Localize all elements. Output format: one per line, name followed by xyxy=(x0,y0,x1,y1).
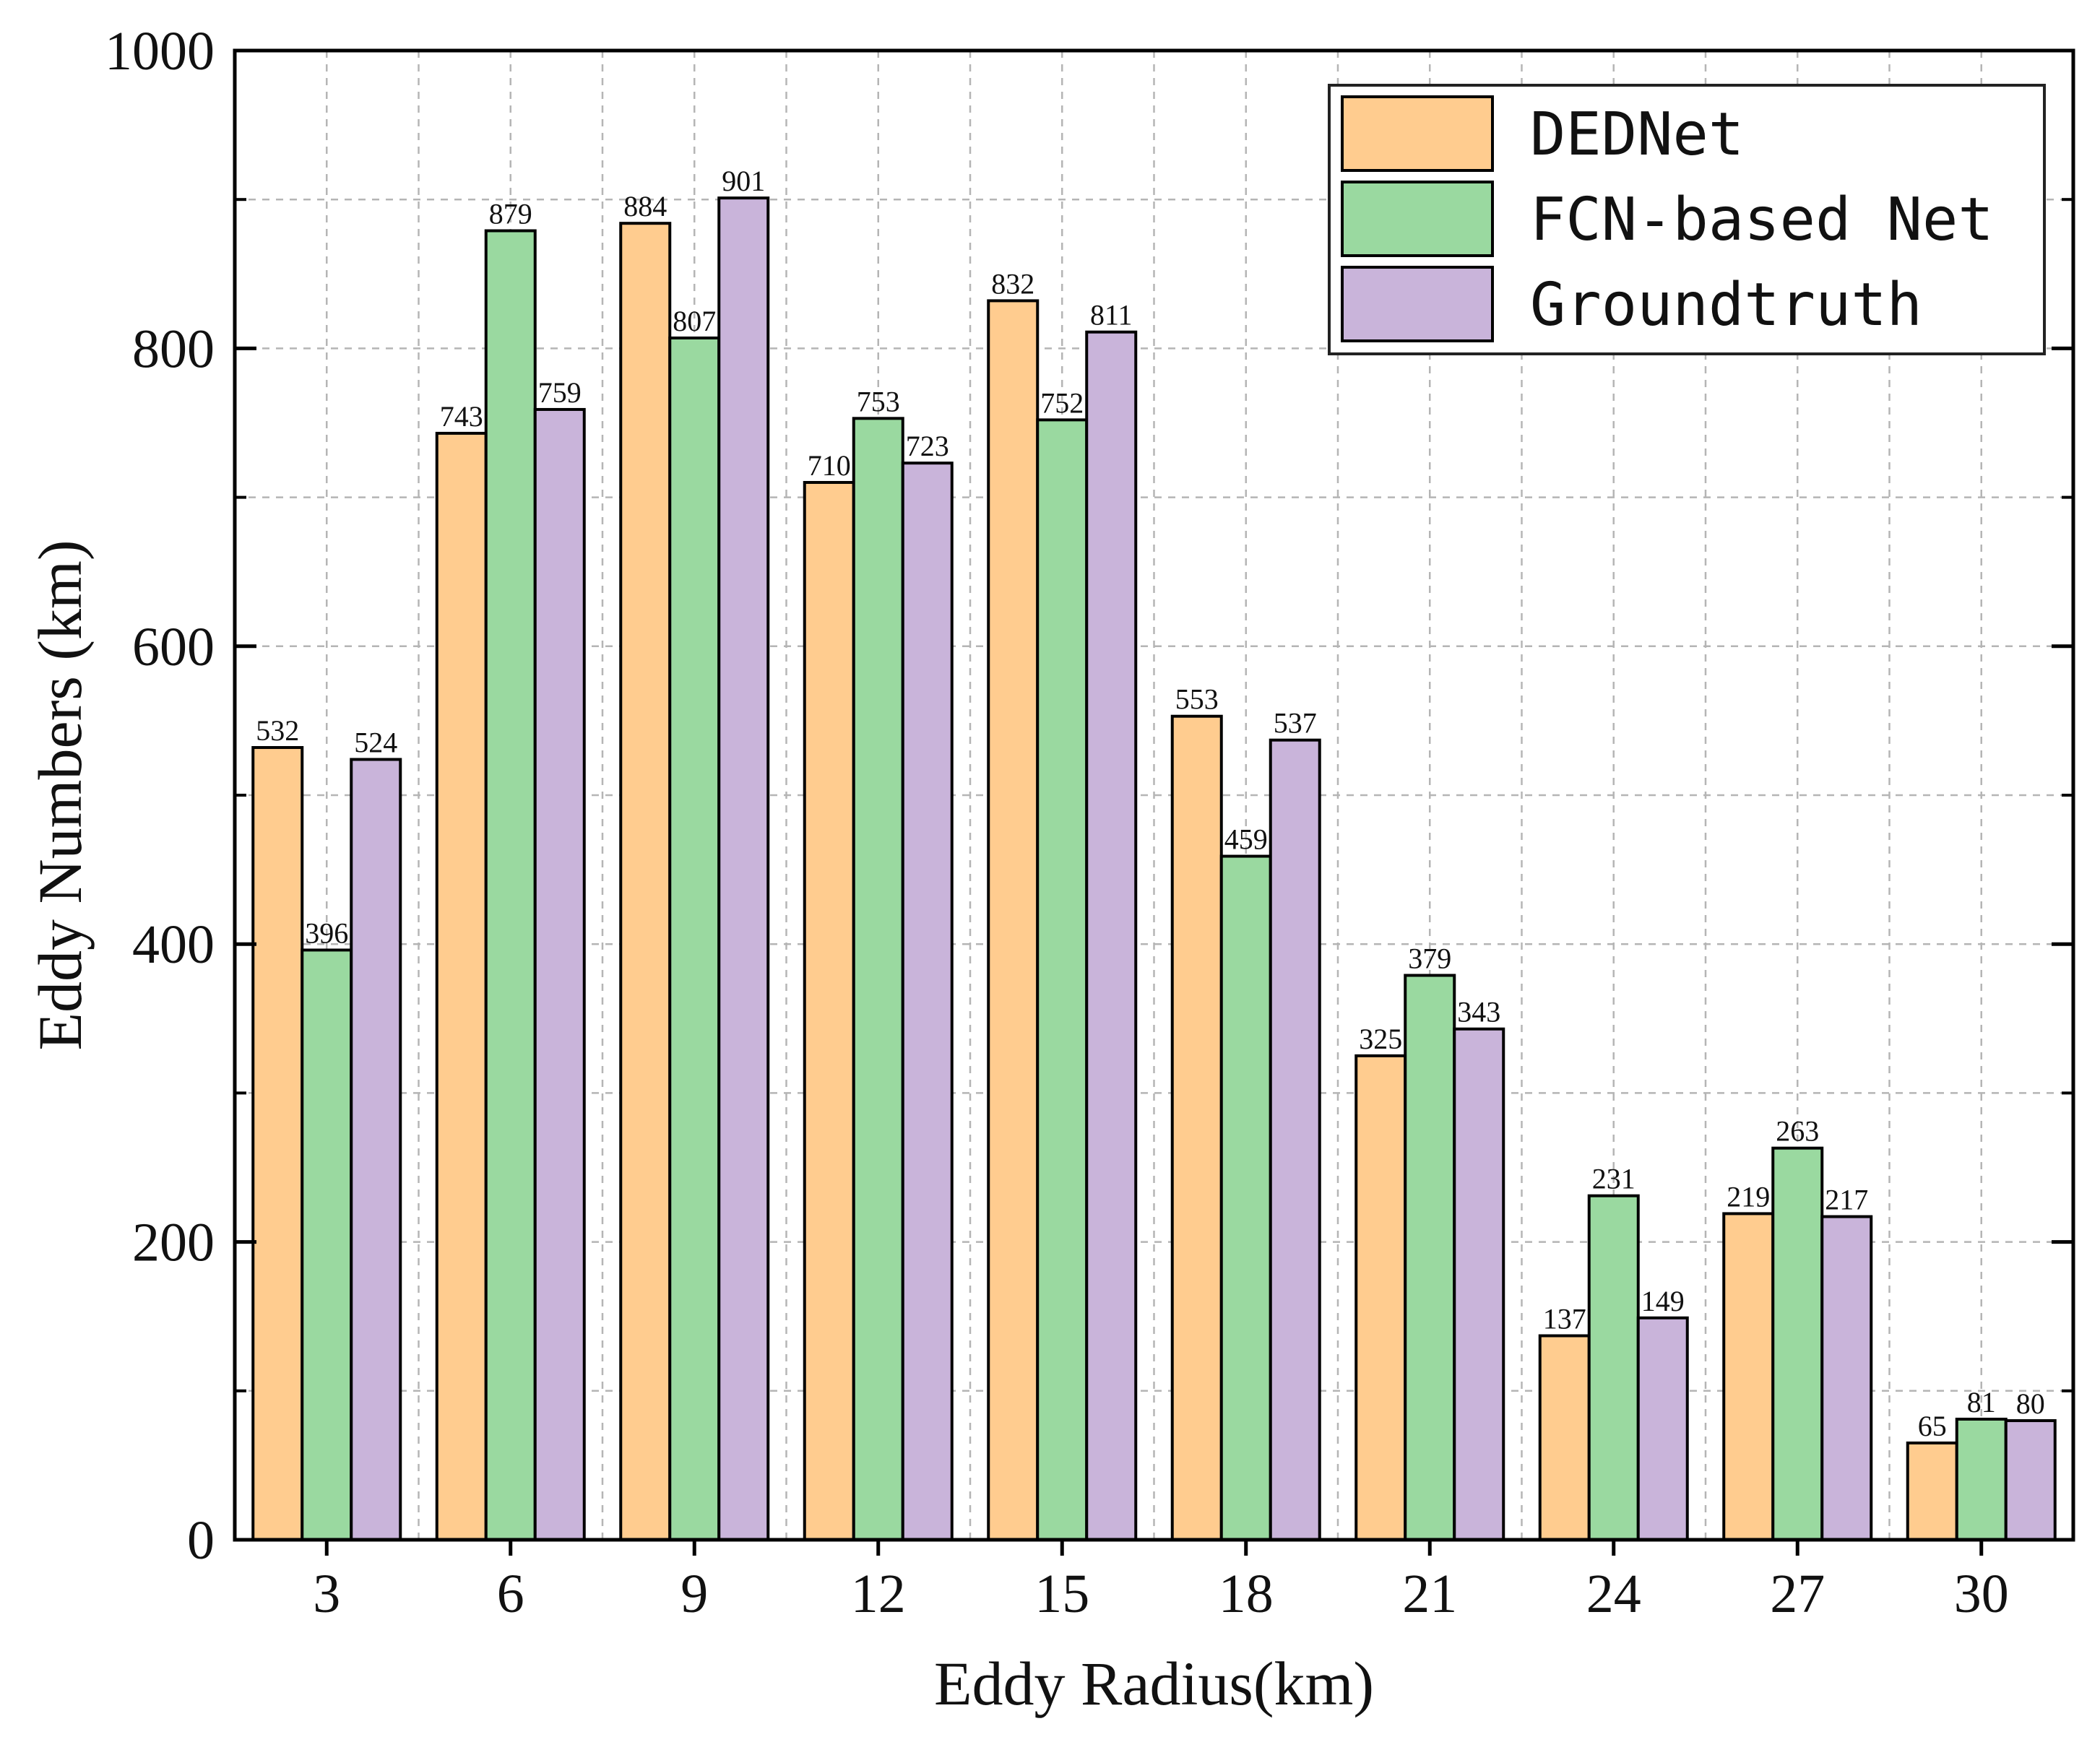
data-label: 723 xyxy=(906,430,949,462)
bar-groundtruth-24 xyxy=(1636,1316,1689,1541)
data-label: 325 xyxy=(1359,1023,1402,1055)
data-label: 396 xyxy=(305,916,348,949)
data-label: 811 xyxy=(1090,299,1133,332)
bar-fcn-based-net-15 xyxy=(1036,418,1089,1541)
axis-ticks: 0 200 400 600 800 1000 3 6 9 12 15 18 21 24 27 30 xyxy=(105,21,2073,1624)
legend: DEDNet FCN-based Net Groundtruth xyxy=(1328,84,2046,355)
legend-label: FCN-based Net xyxy=(1530,186,1994,254)
data-label: 710 xyxy=(808,449,851,482)
bar-groundtruth-30 xyxy=(2004,1419,2057,1542)
bars xyxy=(251,196,2057,1542)
data-label: 379 xyxy=(1408,942,1451,975)
data-label: 901 xyxy=(722,165,765,197)
legend-swatch xyxy=(1341,266,1494,342)
data-label: 879 xyxy=(489,198,532,230)
bar-groundtruth-3 xyxy=(350,758,402,1541)
data-label: 884 xyxy=(623,190,667,222)
y-tick-label: 400 xyxy=(132,914,215,975)
bar-fcn-based-net-30 xyxy=(1955,1417,2008,1542)
data-label: 524 xyxy=(354,727,397,759)
data-label: 807 xyxy=(673,305,716,337)
bar-groundtruth-18 xyxy=(1269,738,1321,1541)
data-label: 343 xyxy=(1457,996,1500,1028)
bar-dednet-3 xyxy=(251,746,304,1541)
x-tick-label: 27 xyxy=(1770,1564,1825,1624)
legend-swatch xyxy=(1341,181,1494,257)
bar-groundtruth-21 xyxy=(1453,1027,1505,1541)
bar-dednet-15 xyxy=(987,299,1040,1541)
bar-dednet-27 xyxy=(1722,1212,1775,1541)
x-tick-label: 9 xyxy=(680,1564,708,1624)
bar-fcn-based-net-9 xyxy=(668,336,721,1542)
legend-label: Groundtruth xyxy=(1530,271,1922,339)
bar-fcn-based-net-6 xyxy=(484,229,537,1542)
bar-dednet-30 xyxy=(1906,1441,1958,1541)
x-tick-label: 24 xyxy=(1586,1564,1641,1624)
bar-groundtruth-15 xyxy=(1085,330,1138,1541)
data-label: 219 xyxy=(1727,1180,1770,1213)
y-tick-label: 0 xyxy=(187,1510,215,1571)
data-label: 65 xyxy=(1918,1410,1947,1442)
x-tick-label: 6 xyxy=(497,1564,524,1624)
data-label: 759 xyxy=(538,376,582,409)
x-tick-label: 12 xyxy=(851,1564,906,1624)
data-label: 537 xyxy=(1274,707,1317,740)
y-tick-label: 200 xyxy=(132,1213,215,1273)
bar-dednet-21 xyxy=(1354,1054,1407,1541)
data-label: 743 xyxy=(440,400,483,433)
bar-fcn-based-net-21 xyxy=(1404,974,1456,1541)
y-tick-label: 1000 xyxy=(105,21,215,82)
bar-groundtruth-6 xyxy=(533,407,586,1541)
legend-label: DEDNet xyxy=(1530,100,1744,169)
y-tick-label: 600 xyxy=(132,617,215,677)
data-label: 752 xyxy=(1040,386,1084,419)
bar-groundtruth-9 xyxy=(717,196,770,1542)
y-tick-label: 800 xyxy=(132,318,215,379)
bar-groundtruth-27 xyxy=(1820,1215,1873,1542)
x-axis-title: Eddy Radius(km) xyxy=(934,1649,1374,1718)
data-label: 553 xyxy=(1175,683,1219,716)
x-tick-label: 3 xyxy=(313,1564,340,1624)
bar-fcn-based-net-27 xyxy=(1771,1146,1824,1541)
legend-swatch xyxy=(1341,95,1494,172)
data-label: 832 xyxy=(991,267,1034,300)
bar-groundtruth-12 xyxy=(901,462,954,1542)
x-tick-label: 30 xyxy=(1954,1564,2009,1624)
bar-dednet-12 xyxy=(803,480,855,1541)
data-label: 149 xyxy=(1641,1285,1685,1317)
x-tick-label: 21 xyxy=(1402,1564,1457,1624)
data-label: 81 xyxy=(1967,1386,1996,1418)
data-label: 231 xyxy=(1592,1163,1636,1195)
data-label: 532 xyxy=(256,714,299,747)
bar-fcn-based-net-24 xyxy=(1587,1194,1640,1541)
x-tick-label: 15 xyxy=(1034,1564,1089,1624)
data-label: 459 xyxy=(1224,823,1268,856)
bar-fcn-based-net-18 xyxy=(1219,854,1272,1541)
bar-dednet-24 xyxy=(1538,1334,1591,1541)
data-label: 263 xyxy=(1776,1115,1819,1148)
y-axis-title: Eddy Numbers (km) xyxy=(25,540,95,1051)
bar-dednet-6 xyxy=(435,431,488,1542)
data-label: 137 xyxy=(1543,1303,1586,1335)
x-tick-label: 18 xyxy=(1219,1564,1274,1624)
data-label: 217 xyxy=(1825,1184,1868,1216)
bar-fcn-based-net-12 xyxy=(852,417,904,1542)
bar-dednet-18 xyxy=(1170,714,1223,1541)
data-label: 80 xyxy=(2016,1387,2045,1420)
data-label: 753 xyxy=(857,385,900,417)
bar-fcn-based-net-3 xyxy=(301,948,353,1541)
bar-dednet-9 xyxy=(619,222,672,1541)
